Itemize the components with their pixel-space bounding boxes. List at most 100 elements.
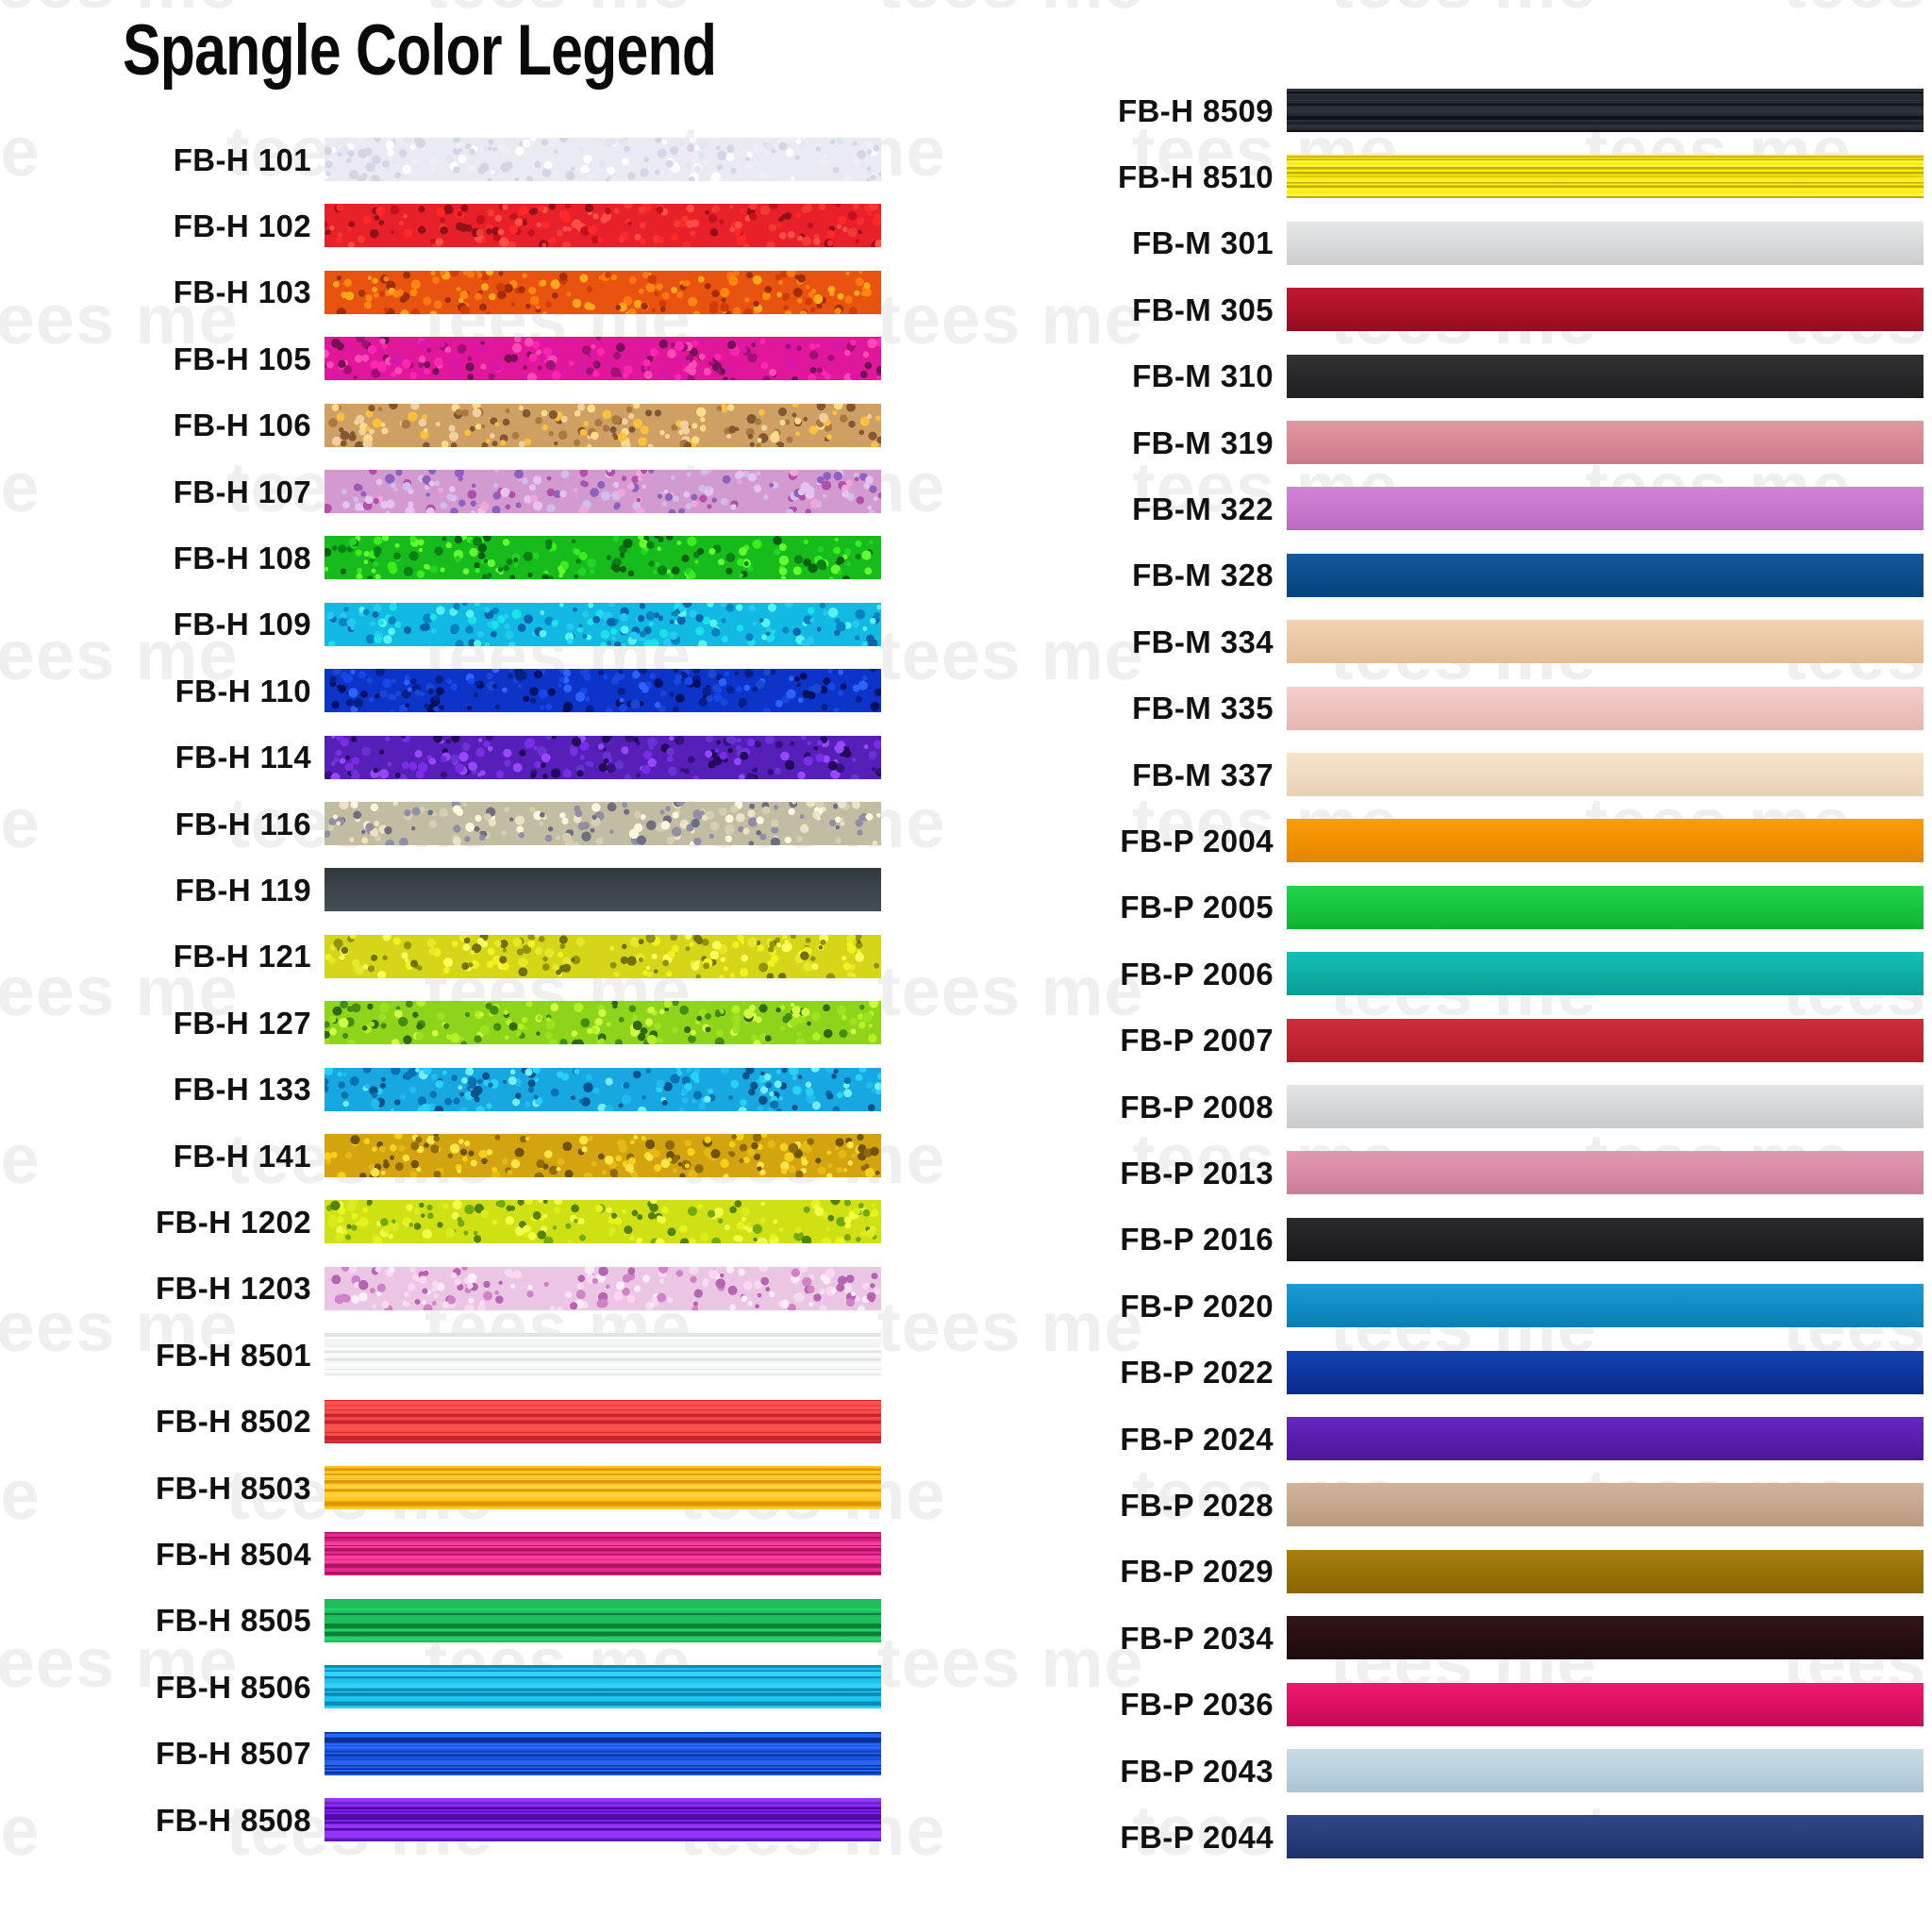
legend-row[interactable]: FB-H 101	[0, 135, 887, 184]
legend-row[interactable]: FB-H 102	[0, 201, 887, 250]
color-swatch[interactable]	[1287, 753, 1924, 796]
legend-row[interactable]: FB-M 305	[953, 285, 1924, 334]
color-swatch[interactable]	[1287, 1417, 1924, 1460]
color-swatch[interactable]	[1287, 1085, 1924, 1128]
color-swatch[interactable]	[1287, 89, 1924, 132]
color-swatch[interactable]	[1287, 1284, 1924, 1328]
legend-row[interactable]: FB-P 2008	[953, 1082, 1924, 1131]
color-swatch[interactable]	[325, 602, 881, 646]
color-swatch[interactable]	[1287, 1483, 1924, 1527]
color-swatch[interactable]	[1287, 1749, 1924, 1792]
legend-row[interactable]: FB-P 2034	[953, 1613, 1924, 1662]
legend-row[interactable]: FB-P 2028	[953, 1480, 1924, 1529]
color-swatch[interactable]	[325, 934, 881, 978]
legend-row[interactable]: FB-P 2044	[953, 1812, 1924, 1861]
color-swatch[interactable]	[1287, 1549, 1924, 1593]
color-swatch[interactable]	[325, 735, 881, 779]
color-swatch[interactable]	[325, 204, 881, 248]
color-swatch[interactable]	[1287, 1217, 1924, 1261]
legend-row[interactable]: FB-H 103	[0, 268, 887, 317]
color-swatch[interactable]	[325, 802, 881, 845]
legend-row[interactable]: FB-H 8505	[0, 1596, 887, 1645]
color-swatch[interactable]	[1287, 1815, 1924, 1859]
color-swatch[interactable]	[1287, 1616, 1924, 1660]
legend-row[interactable]: FB-H 8507	[0, 1729, 887, 1778]
color-swatch[interactable]	[325, 1466, 881, 1509]
color-swatch[interactable]	[325, 1266, 881, 1310]
color-swatch[interactable]	[325, 1333, 881, 1377]
color-swatch[interactable]	[1287, 620, 1924, 664]
color-swatch[interactable]	[325, 1067, 881, 1111]
color-swatch[interactable]	[1287, 952, 1924, 996]
legend-row[interactable]: FB-H 127	[0, 998, 887, 1047]
legend-row[interactable]: FB-H 8501	[0, 1330, 887, 1379]
color-swatch[interactable]	[1287, 1018, 1924, 1062]
legend-row[interactable]: FB-P 2005	[953, 883, 1924, 932]
legend-row[interactable]: FB-H 110	[0, 666, 887, 715]
legend-row[interactable]: FB-M 322	[953, 484, 1924, 533]
legend-row[interactable]: FB-P 2029	[953, 1547, 1924, 1596]
color-swatch[interactable]	[325, 1731, 881, 1775]
legend-row[interactable]: FB-P 2022	[953, 1348, 1924, 1397]
legend-row[interactable]: FB-P 2016	[953, 1215, 1924, 1264]
color-swatch[interactable]	[325, 270, 881, 314]
color-swatch[interactable]	[1287, 421, 1924, 464]
color-swatch[interactable]	[325, 868, 881, 912]
color-swatch[interactable]	[1287, 553, 1924, 597]
legend-row[interactable]: FB-H 107	[0, 467, 887, 516]
color-swatch[interactable]	[1287, 1350, 1924, 1394]
legend-row[interactable]: FB-M 335	[953, 684, 1924, 733]
color-swatch[interactable]	[1287, 1151, 1924, 1195]
legend-row[interactable]: FB-M 328	[953, 551, 1924, 600]
color-swatch[interactable]	[1287, 885, 1924, 929]
legend-row[interactable]: FB-H 109	[0, 600, 887, 649]
color-swatch[interactable]	[325, 1200, 881, 1244]
legend-row[interactable]: FB-H 8508	[0, 1795, 887, 1844]
legend-row[interactable]: FB-H 1203	[0, 1264, 887, 1313]
color-swatch[interactable]	[325, 1665, 881, 1709]
color-swatch[interactable]	[325, 1399, 881, 1443]
color-swatch[interactable]	[1287, 487, 1924, 531]
legend-row[interactable]: FB-H 114	[0, 733, 887, 782]
legend-row[interactable]: FB-H 8510	[953, 152, 1924, 201]
legend-row[interactable]: FB-H 8503	[0, 1463, 887, 1512]
legend-row[interactable]: FB-M 319	[953, 418, 1924, 467]
color-swatch[interactable]	[325, 470, 881, 513]
color-swatch[interactable]	[1287, 288, 1924, 332]
legend-row[interactable]: FB-H 108	[0, 533, 887, 582]
color-swatch[interactable]	[1287, 686, 1924, 730]
color-swatch[interactable]	[1287, 1682, 1924, 1726]
color-swatch[interactable]	[1287, 354, 1924, 398]
color-swatch[interactable]	[325, 1798, 881, 1841]
legend-row[interactable]: FB-H 116	[0, 799, 887, 848]
color-swatch[interactable]	[325, 1001, 881, 1045]
legend-row[interactable]: FB-H 8504	[0, 1529, 887, 1578]
legend-row[interactable]: FB-M 337	[953, 750, 1924, 799]
legend-row[interactable]: FB-P 2007	[953, 1016, 1924, 1065]
legend-row[interactable]: FB-H 8506	[0, 1662, 887, 1711]
legend-row[interactable]: FB-M 310	[953, 352, 1924, 401]
color-swatch[interactable]	[325, 1134, 881, 1177]
legend-row[interactable]: FB-P 2013	[953, 1148, 1924, 1197]
legend-row[interactable]: FB-P 2020	[953, 1281, 1924, 1330]
legend-row[interactable]: FB-H 1202	[0, 1197, 887, 1246]
legend-row[interactable]: FB-P 2006	[953, 949, 1924, 998]
color-swatch[interactable]	[325, 403, 881, 447]
color-swatch[interactable]	[325, 536, 881, 580]
color-swatch[interactable]	[325, 337, 881, 381]
color-swatch[interactable]	[1287, 221, 1924, 265]
legend-row[interactable]: FB-P 2043	[953, 1746, 1924, 1795]
color-swatch[interactable]	[1287, 155, 1924, 199]
legend-row[interactable]: FB-P 2036	[953, 1680, 1924, 1729]
color-swatch[interactable]	[325, 669, 881, 713]
legend-row[interactable]: FB-M 334	[953, 617, 1924, 666]
legend-row[interactable]: FB-H 105	[0, 334, 887, 383]
legend-row[interactable]: FB-H 133	[0, 1065, 887, 1114]
legend-row[interactable]: FB-H 121	[0, 932, 887, 981]
color-swatch[interactable]	[325, 1598, 881, 1642]
color-swatch[interactable]	[325, 1532, 881, 1576]
color-swatch[interactable]	[325, 138, 881, 181]
legend-row[interactable]: FB-M 301	[953, 219, 1924, 268]
color-swatch[interactable]	[1287, 819, 1924, 863]
legend-row[interactable]: FB-H 106	[0, 401, 887, 450]
